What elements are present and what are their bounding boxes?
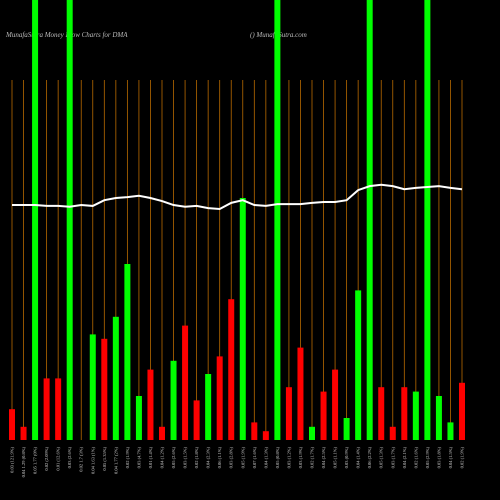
x-tick-label: 0.04 (1.5%) bbox=[448, 447, 453, 469]
bar bbox=[170, 360, 177, 440]
x-tick-label: 0.04 (2.1%) bbox=[402, 447, 407, 469]
bar bbox=[401, 387, 408, 440]
bar bbox=[182, 325, 189, 440]
bar bbox=[389, 426, 396, 440]
bar bbox=[239, 198, 246, 440]
x-tick-label: 0.05 (1.3%) bbox=[379, 447, 384, 469]
bar bbox=[43, 378, 50, 440]
x-tick-label: 0.03 (1.5%) bbox=[183, 447, 188, 469]
x-tick-label: 0.03 (4.7%) bbox=[136, 447, 141, 469]
bar bbox=[216, 356, 223, 440]
x-tick-label: 0.03 (0.9%) bbox=[344, 447, 349, 469]
x-tick-label: 0.05 (1.9%) bbox=[240, 447, 245, 469]
bar bbox=[112, 316, 119, 440]
bar bbox=[435, 396, 442, 440]
x-tick-label: 0.01 (12.6%) bbox=[56, 447, 61, 471]
bar bbox=[251, 422, 258, 440]
x-tick-label: 0.03 (1.9%) bbox=[298, 447, 303, 469]
bar bbox=[55, 378, 62, 440]
bar bbox=[9, 409, 15, 440]
bar bbox=[378, 387, 385, 440]
bar bbox=[424, 0, 431, 440]
x-tick-label: 0.04 (2.3%) bbox=[206, 447, 211, 469]
x-tick-label: 0.05 (1.35%) bbox=[102, 447, 107, 471]
chart-title: MunafaSutra Money Flow Charts for DMA bbox=[5, 31, 128, 39]
bar bbox=[262, 431, 269, 440]
money-flow-line bbox=[12, 183, 463, 211]
bar bbox=[124, 264, 131, 440]
x-tick-label: 0.03 (1.2%) bbox=[286, 447, 291, 469]
x-tick-label: 0.03 (2.6%) bbox=[67, 447, 72, 469]
x-tick-label: 0.01 (1.4%) bbox=[148, 447, 153, 469]
x-tick-label: 0.04 1.29 (0.8%) bbox=[21, 447, 26, 478]
x-tick-label: 0.03 (121.9%) bbox=[10, 447, 15, 473]
bar bbox=[343, 418, 350, 440]
x-tick-label: 0.04 (1.2%) bbox=[160, 447, 165, 469]
x-tick-label: 0.02 (1.9%) bbox=[125, 447, 130, 469]
x-tick-label: 0.06 (1.1%) bbox=[217, 447, 222, 469]
bar bbox=[309, 426, 315, 440]
bar bbox=[205, 374, 212, 440]
bar bbox=[159, 426, 165, 440]
bar bbox=[459, 382, 465, 440]
bar bbox=[135, 396, 142, 440]
bar bbox=[447, 422, 454, 440]
bar bbox=[366, 0, 373, 440]
x-tick-label: 0.05 (0.8%) bbox=[275, 447, 280, 469]
bar bbox=[228, 299, 235, 440]
x-tick-label: 0.03 (1.7%) bbox=[390, 447, 395, 469]
x-tick-label: 0.04 (1.4%) bbox=[356, 447, 361, 469]
x-tick-label: 0.04 1.77 (2%) bbox=[113, 447, 118, 474]
bar bbox=[412, 391, 419, 440]
x-tick-label: 0.04 (1.3%) bbox=[263, 447, 268, 469]
x-tick-label: 0.05 (2.9%) bbox=[425, 447, 430, 469]
x-tick-label: 0.02 (2.09%) bbox=[44, 447, 49, 471]
x-tick-label: 0.02 (1.9%) bbox=[460, 447, 465, 469]
bar bbox=[66, 0, 73, 440]
bar bbox=[332, 369, 339, 440]
bar bbox=[285, 387, 292, 440]
x-tick-label: 0.02 (1.8%) bbox=[194, 447, 199, 469]
bar bbox=[274, 0, 281, 440]
x-tick-label: 0.05 (2.6%) bbox=[171, 447, 176, 469]
x-tick-label: 0.04 1.63 (1%) bbox=[90, 447, 95, 474]
x-tick-label: 0.03 (1.8%) bbox=[436, 447, 441, 469]
bar bbox=[297, 347, 304, 440]
x-tick-label: 0.05 1.77 (0%) bbox=[33, 447, 38, 474]
x-tick-label: 0.05 (1.1%) bbox=[333, 447, 338, 469]
bar bbox=[355, 290, 362, 440]
bar bbox=[20, 426, 27, 440]
x-tick-label: 0.03 (2.8%) bbox=[229, 447, 234, 469]
x-tick-label: 0.02 (1.6%) bbox=[413, 447, 418, 469]
x-tick-label: 0.04 (2.5%) bbox=[321, 447, 326, 469]
x-tick-label: 0.02 1.7 (3%) bbox=[79, 447, 84, 472]
bar bbox=[32, 0, 39, 440]
bar bbox=[320, 391, 327, 440]
bar bbox=[147, 369, 154, 440]
bar bbox=[101, 338, 108, 440]
x-tick-label: 0.02 (1.7%) bbox=[310, 447, 315, 469]
x-tick-label: 0.07 (1.6%) bbox=[252, 447, 257, 469]
bar bbox=[89, 334, 96, 440]
x-tick-label: 0.06 (2.2%) bbox=[367, 447, 372, 469]
bar bbox=[193, 400, 200, 440]
